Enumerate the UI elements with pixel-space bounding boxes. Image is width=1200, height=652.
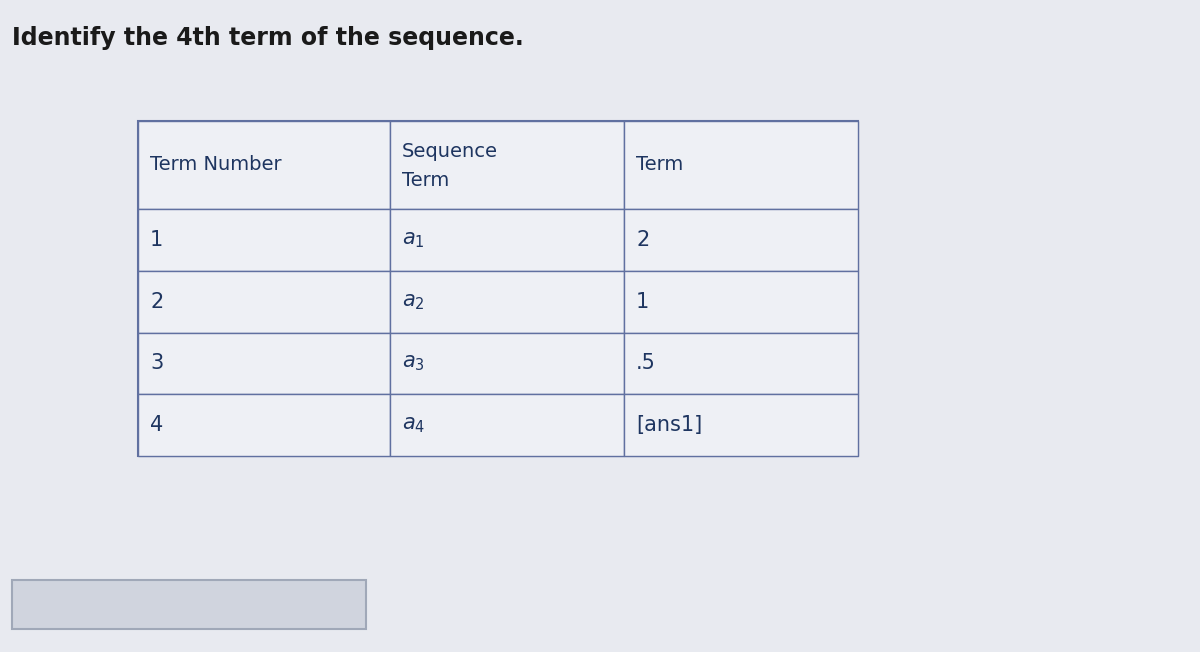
Text: Term: Term [636,155,683,174]
Bar [138,333,390,394]
Text: 2: 2 [636,230,649,250]
Bar [138,121,390,209]
Text: Term Number: Term Number [150,155,282,174]
Text: Identify the 4th term of the sequence.: Identify the 4th term of the sequence. [12,26,523,50]
Text: .5: .5 [636,353,656,374]
Text: $a_2$: $a_2$ [402,291,425,312]
Bar [624,271,858,333]
Bar [138,121,858,456]
Bar [390,271,624,333]
Text: 3: 3 [150,353,163,374]
Bar [390,121,624,209]
Bar [12,580,366,629]
Bar [138,271,390,333]
Bar [138,394,390,456]
Bar [390,333,624,394]
Text: 1: 1 [150,230,163,250]
Text: Term: Term [402,171,449,190]
Bar [624,209,858,271]
Text: $a_1$: $a_1$ [402,230,425,250]
Text: Sequence: Sequence [402,142,498,161]
Bar [390,394,624,456]
Text: 2: 2 [150,291,163,312]
Bar [390,209,624,271]
Text: $a_3$: $a_3$ [402,353,425,374]
Text: 1: 1 [636,291,649,312]
Bar [624,394,858,456]
Bar [624,333,858,394]
Bar [138,209,390,271]
Text: [ans1]: [ans1] [636,415,702,436]
Text: $a_4$: $a_4$ [402,415,425,436]
Bar [624,121,858,209]
Text: 4: 4 [150,415,163,436]
